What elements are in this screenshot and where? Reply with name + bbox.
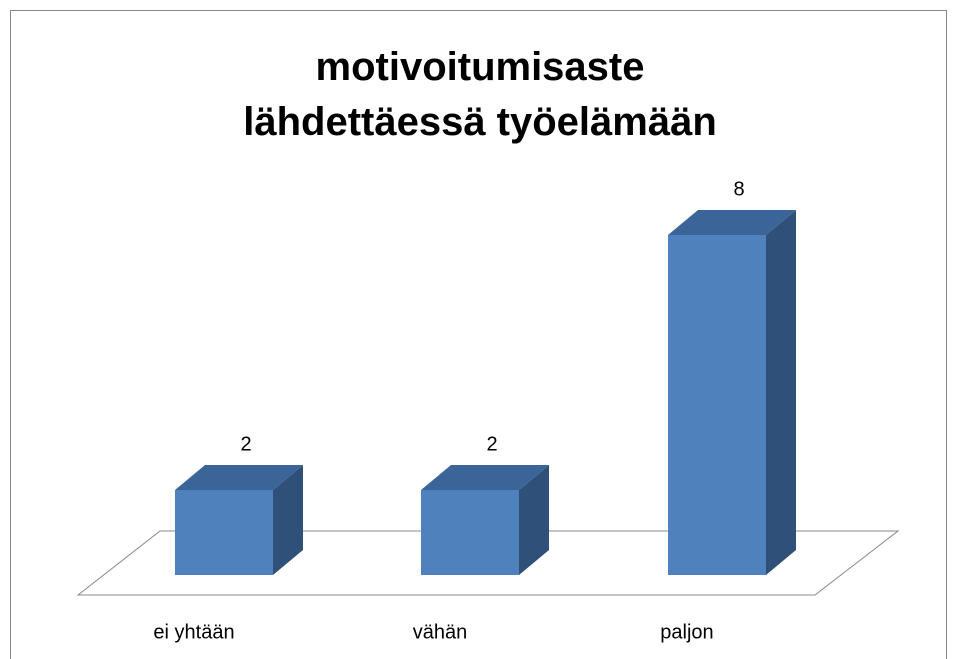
bar-side	[273, 465, 303, 575]
bar-side	[766, 210, 796, 575]
x-tick-label: vähän	[413, 621, 468, 643]
bar	[421, 490, 519, 575]
value-label: 2	[486, 433, 497, 455]
bar-top	[668, 210, 796, 235]
chart-title: motivoitumisaste lähdettäessä työelämään	[243, 45, 717, 144]
bar-top	[421, 465, 549, 490]
title-box: motivoitumisaste lähdettäessä työelämään	[243, 45, 717, 144]
value-label: 8	[733, 178, 744, 200]
value-label: 2	[240, 433, 251, 455]
bar	[668, 235, 766, 575]
bar	[175, 490, 273, 575]
bar-side	[519, 465, 549, 575]
bar-top	[175, 465, 303, 490]
x-tick-label: paljon	[660, 621, 713, 643]
x-tick-label: ei yhtään	[153, 621, 234, 643]
